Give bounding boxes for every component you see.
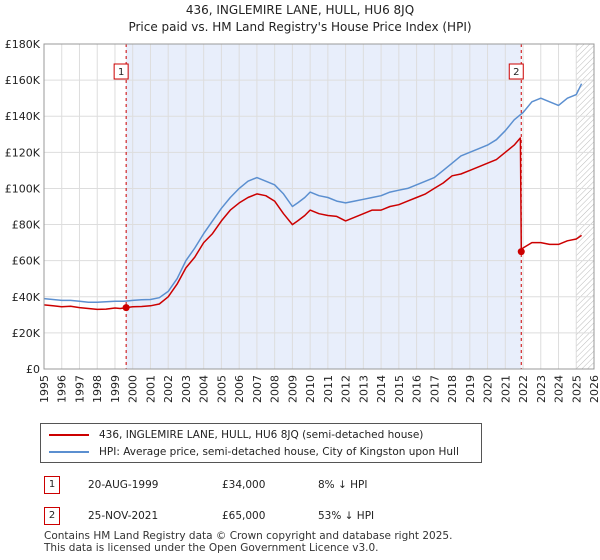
x-tick-label: 1997	[73, 375, 86, 403]
x-tick-label: 2010	[304, 375, 317, 403]
y-tick-label: £120K	[5, 146, 41, 159]
transaction-date: 25-NOV-2021	[88, 510, 159, 522]
x-tick-label: 2017	[428, 375, 441, 403]
transaction-hpi: 8% ↓ HPI	[318, 479, 368, 491]
x-tick-label: 1999	[109, 375, 122, 403]
x-tick-label: 2022	[517, 375, 530, 403]
y-tick-label: £40K	[12, 291, 41, 304]
y-tick-label: £160K	[5, 74, 41, 87]
footer: Contains HM Land Registry data © Crown c…	[44, 530, 452, 554]
x-tick-label: 2019	[464, 375, 477, 403]
transaction-price: £34,000	[222, 479, 266, 491]
legend: 436, INGLEMIRE LANE, HULL, HU6 8JQ (semi…	[40, 423, 482, 463]
property-series-line	[43, 137, 583, 311]
x-tick-label: 2026	[588, 375, 600, 403]
x-tick-label: 2014	[375, 375, 388, 403]
legend-item-hpi: HPI: Average price, semi-detached house,…	[49, 444, 459, 460]
x-tick-label: 2024	[553, 375, 566, 403]
y-tick-label: £180K	[5, 38, 41, 51]
x-tick-label: 2021	[499, 375, 512, 403]
transaction-hpi: 53% ↓ HPI	[318, 510, 375, 522]
price-chart: 436, INGLEMIRE LANE, HULL, HU6 8JQ Price…	[5, 3, 600, 403]
x-tick-label: 1996	[56, 375, 69, 403]
y-tick-label: £0	[26, 363, 40, 376]
x-tick-label: 2012	[340, 375, 353, 403]
transaction-price: £65,000	[222, 510, 266, 522]
sale-marker	[517, 248, 525, 256]
chart-title: 436, INGLEMIRE LANE, HULL, HU6 8JQ	[186, 3, 414, 17]
x-tick-label: 2003	[180, 375, 193, 403]
y-tick-label: £100K	[5, 182, 41, 195]
legend-label-hpi: HPI: Average price, semi-detached house,…	[99, 446, 459, 458]
x-tick-label: 2000	[127, 375, 140, 403]
y-tick-label: £20K	[12, 327, 41, 340]
x-tick-label: 2005	[215, 375, 228, 403]
footer-licence: This data is licensed under the Open Gov…	[44, 542, 379, 554]
x-tick-label: 2015	[393, 375, 406, 403]
x-tick-label: 2011	[322, 375, 335, 403]
sale-label: 2	[513, 67, 519, 78]
x-tick-label: 2018	[446, 375, 459, 403]
footer-copyright: Contains HM Land Registry data © Crown c…	[44, 530, 453, 542]
x-tick-label: 2007	[251, 375, 264, 403]
x-tick-label: 2004	[198, 375, 211, 403]
legend-label-property: 436, INGLEMIRE LANE, HULL, HU6 8JQ (semi…	[99, 429, 424, 441]
y-tick-label: £80K	[12, 219, 41, 232]
ownership-period-band	[126, 44, 522, 369]
x-tick-label: 2009	[286, 375, 299, 403]
transaction-date: 20-AUG-1999	[88, 479, 159, 491]
legend-swatch-property	[49, 434, 89, 436]
chart-subtitle: Price paid vs. HM Land Registry's House …	[128, 20, 471, 34]
sale-label-box	[508, 63, 524, 80]
sale-label-box	[113, 63, 129, 80]
x-tick-label: 2023	[535, 375, 548, 403]
x-tick-label: 1995	[38, 375, 51, 403]
x-tick-label: 1998	[91, 375, 104, 403]
hpi-series-line	[43, 83, 583, 303]
x-tick-label: 2008	[269, 375, 282, 403]
sale-label: 1	[118, 67, 124, 78]
projection-hatch	[576, 44, 594, 369]
x-tick-label: 2002	[162, 375, 175, 403]
y-tick-label: £60K	[12, 255, 41, 268]
x-tick-label: 2016	[411, 375, 424, 403]
plot-frame	[43, 43, 595, 370]
transaction-number: 2	[44, 507, 60, 525]
sale-marker	[122, 304, 130, 312]
x-tick-label: 2013	[357, 375, 370, 403]
x-tick-label: 2025	[570, 375, 583, 403]
x-tick-label: 2001	[144, 375, 157, 403]
x-tick-label: 2006	[233, 375, 246, 403]
legend-item-property: 436, INGLEMIRE LANE, HULL, HU6 8JQ (semi…	[49, 427, 423, 443]
legend-swatch-hpi	[49, 451, 89, 453]
transaction-number: 1	[44, 476, 60, 494]
x-tick-label: 2020	[482, 375, 495, 403]
y-tick-label: £140K	[5, 110, 41, 123]
